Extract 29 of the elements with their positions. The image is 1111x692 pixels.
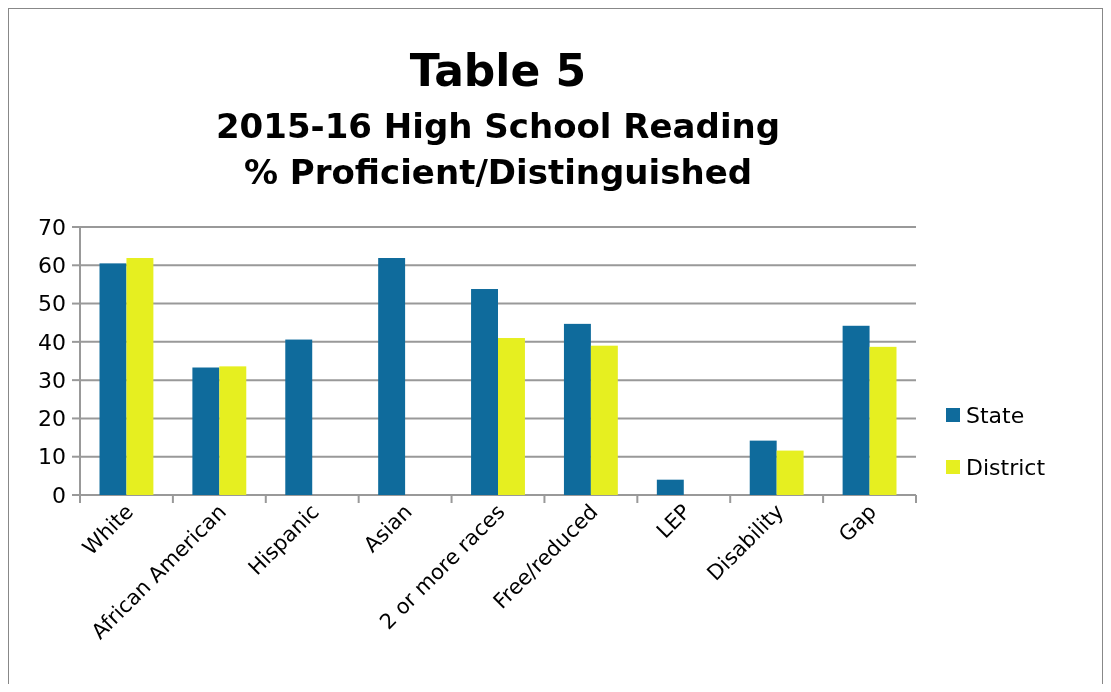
bar — [192, 367, 220, 495]
bar — [842, 325, 870, 495]
y-tick-label: 50 — [38, 291, 66, 317]
bar — [99, 263, 127, 495]
bar — [563, 323, 591, 495]
bar — [869, 346, 897, 495]
y-tick-label: 10 — [38, 444, 66, 470]
y-tick-label: 20 — [38, 406, 66, 432]
y-tick-label: 30 — [38, 367, 66, 393]
bar — [471, 289, 498, 495]
x-tick-label: LEP — [651, 499, 696, 544]
chart-title: Table 5 — [409, 45, 587, 96]
y-tick-label: 60 — [38, 252, 66, 278]
y-tick-label: 70 — [38, 214, 66, 240]
bar — [285, 339, 313, 495]
bar — [776, 450, 804, 495]
chart-subtitle: 2015-16 High School Reading % Proficient/Distinguished — [215, 106, 781, 192]
bar — [498, 338, 525, 495]
bar — [378, 258, 406, 495]
y-tick-label: 0 — [52, 482, 66, 508]
legend-label: State — [966, 402, 1025, 428]
bar — [749, 440, 777, 495]
bar — [219, 366, 247, 495]
bar — [656, 479, 684, 495]
y-tick-label: 40 — [38, 329, 66, 355]
bar — [590, 345, 618, 495]
x-tick-label: Gap — [834, 499, 882, 547]
legend-label: District — [966, 454, 1046, 480]
bar — [126, 258, 154, 495]
